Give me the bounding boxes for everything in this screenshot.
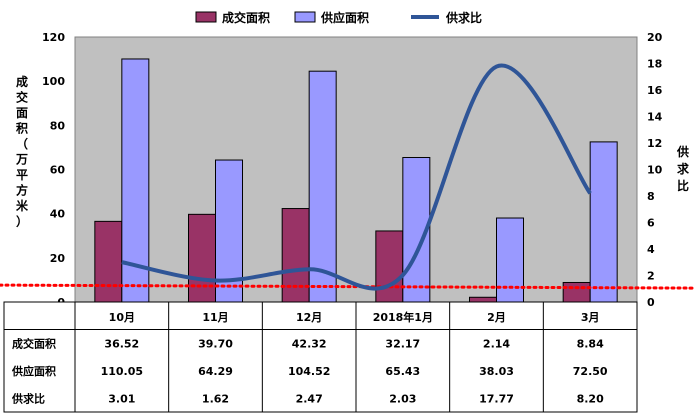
table-cell: 36.52	[104, 337, 139, 350]
y2-tick-label: 12	[647, 137, 662, 150]
table-row-label: 成交面积	[12, 336, 56, 350]
y2-tick-label: 0	[647, 296, 655, 309]
table-cell: 39.70	[198, 337, 233, 350]
y2-tick-label: 8	[647, 190, 655, 203]
bar-0-3	[376, 231, 403, 302]
bar-1-4	[497, 218, 524, 302]
y2-tick-label: 20	[647, 31, 663, 44]
y2-tick-label: 2	[647, 270, 655, 283]
legend-swatch-1	[295, 12, 315, 22]
table-cell: 72.50	[573, 365, 608, 378]
table-cell: 32.17	[385, 337, 420, 350]
bar-0-2	[282, 209, 309, 302]
table-cell: 42.32	[292, 337, 327, 350]
legend-label: 成交面积	[222, 10, 270, 25]
category-label: 11月	[202, 311, 228, 324]
y-axis-title: 成交面积（万平方米）	[15, 74, 29, 229]
bar-0-0	[95, 221, 122, 302]
table-cell: 8.20	[577, 392, 604, 405]
table-cell: 64.29	[198, 365, 233, 378]
table-row-label: 供求比	[11, 391, 45, 405]
bar-0-5	[563, 282, 590, 302]
y-tick-label: 100	[42, 75, 65, 88]
table-row-label: 供应面积	[11, 364, 56, 378]
y2-tick-label: 6	[647, 217, 655, 230]
plot-area	[75, 37, 637, 302]
table-cell: 38.03	[479, 365, 514, 378]
category-label: 3月	[581, 311, 600, 324]
y-tick-label: 80	[50, 119, 66, 132]
category-label: 12月	[296, 311, 322, 324]
y-tick-label: 40	[50, 208, 66, 221]
table-cell: 17.77	[479, 392, 514, 405]
legend-label: 供应面积	[320, 10, 369, 25]
category-label: 2月	[487, 311, 506, 324]
table-cell: 104.52	[288, 365, 330, 378]
table-cell: 110.05	[101, 365, 143, 378]
category-label: 10月	[109, 311, 135, 324]
y-tick-label: 60	[50, 164, 66, 177]
table-cell: 65.43	[385, 365, 420, 378]
table-cell: 2.03	[389, 392, 416, 405]
y-tick-label: 120	[42, 31, 65, 44]
bar-0-4	[470, 297, 497, 302]
table-cell: 2.47	[296, 392, 323, 405]
category-label: 2018年1月	[373, 310, 433, 324]
y2-tick-label: 18	[647, 58, 662, 71]
table-cell: 3.01	[108, 392, 135, 405]
y2-axis-title: 供求比	[676, 144, 690, 193]
table-cell: 2.14	[483, 337, 510, 350]
bar-1-5	[590, 142, 617, 302]
table-cell: 1.62	[202, 392, 229, 405]
y2-tick-label: 4	[647, 243, 655, 256]
bar-0-1	[189, 214, 216, 302]
y2-tick-label: 10	[647, 164, 663, 177]
legend-swatch-0	[196, 12, 216, 22]
y2-tick-label: 16	[647, 84, 663, 97]
y-tick-label: 20	[50, 252, 66, 265]
table-cell: 8.84	[577, 337, 604, 350]
bar-1-2	[309, 71, 336, 302]
legend-label: 供求比	[445, 10, 482, 25]
y2-tick-label: 14	[647, 111, 663, 124]
